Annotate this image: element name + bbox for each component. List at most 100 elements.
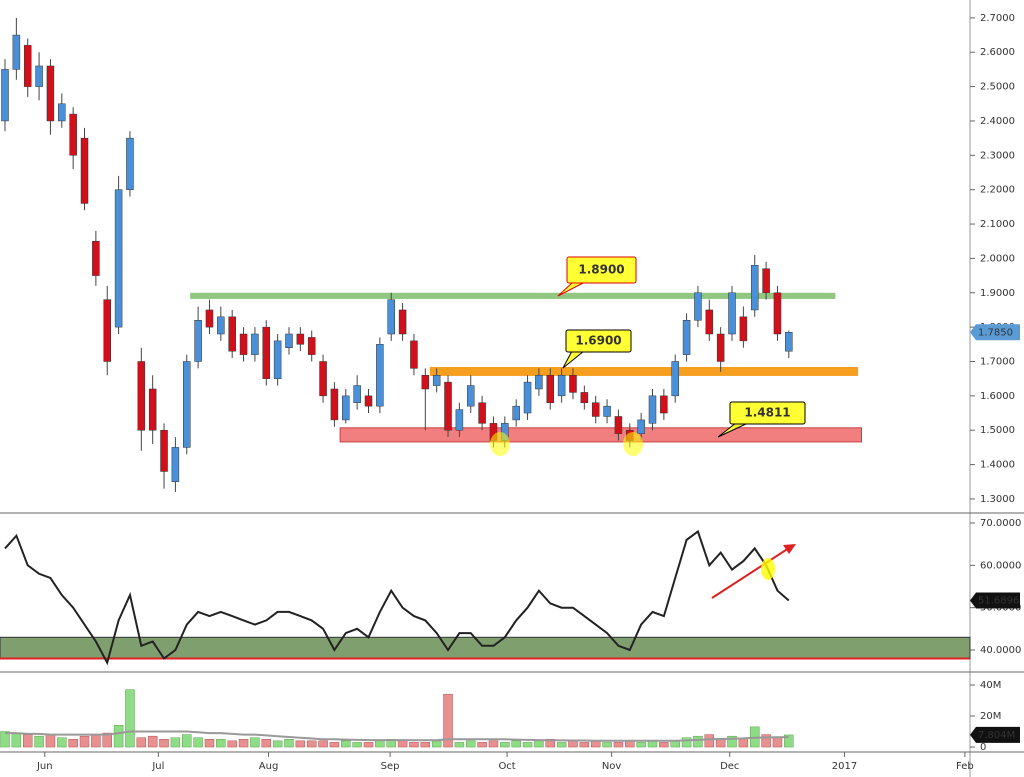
candle-body bbox=[421, 374, 430, 390]
volume-bar bbox=[238, 739, 249, 748]
callout-label: 1.4811 bbox=[744, 406, 790, 420]
volume-bar bbox=[715, 739, 726, 748]
x-tick-label: Nov bbox=[602, 761, 622, 772]
volume-bar bbox=[341, 740, 351, 748]
candle-body bbox=[614, 416, 623, 434]
volume-bar bbox=[147, 735, 158, 748]
volume-bar bbox=[250, 737, 260, 748]
volume-bar bbox=[727, 735, 737, 748]
candle-body bbox=[285, 333, 293, 348]
volume-bar bbox=[170, 737, 181, 748]
volume-bar bbox=[681, 737, 692, 748]
candle-body bbox=[694, 292, 702, 321]
volume-bar bbox=[693, 735, 703, 748]
volume-bar bbox=[45, 734, 56, 748]
y-tick-label: 2.6000 bbox=[980, 47, 1015, 58]
y-tick-label: 1.4000 bbox=[980, 460, 1015, 471]
volume-bar bbox=[295, 740, 306, 748]
volume-bar bbox=[556, 742, 567, 748]
volume-bar bbox=[590, 740, 601, 748]
x-tick-label: Dec bbox=[720, 761, 739, 772]
zone bbox=[429, 366, 859, 376]
y-tick-label: 1.5000 bbox=[980, 425, 1015, 436]
x-tick-label: Feb bbox=[956, 761, 974, 772]
candle-body bbox=[716, 333, 725, 362]
candle-body bbox=[728, 292, 736, 335]
volume-bar bbox=[704, 734, 715, 748]
candle-body bbox=[137, 361, 146, 431]
x-tick-label: 2017 bbox=[832, 761, 857, 772]
candle-body bbox=[682, 320, 691, 355]
candle-body bbox=[353, 385, 361, 403]
y-tick-label: 2.4000 bbox=[980, 116, 1015, 127]
candle-body bbox=[205, 309, 214, 328]
volume-bar bbox=[272, 740, 283, 748]
volume-bar bbox=[522, 742, 533, 748]
y-tick-label: 70.0000 bbox=[980, 518, 1021, 529]
volume-bar bbox=[568, 740, 578, 748]
candle-body bbox=[80, 137, 89, 204]
volume-bar bbox=[761, 734, 771, 748]
volume-bar bbox=[306, 740, 317, 748]
callout-label: 1.8900 bbox=[578, 263, 624, 277]
candle-body bbox=[387, 299, 395, 335]
callout-box bbox=[729, 401, 806, 425]
candle-body bbox=[23, 45, 32, 87]
volume-bar bbox=[534, 740, 544, 748]
volume-bar bbox=[579, 742, 590, 748]
y-tick-label: 2.5000 bbox=[980, 82, 1015, 93]
y-tick-label: 60.0000 bbox=[980, 560, 1021, 571]
candle-body bbox=[69, 113, 77, 156]
highlight-circle bbox=[761, 558, 775, 580]
y-tick-label: 40.0000 bbox=[980, 645, 1021, 656]
volume-bar bbox=[102, 732, 112, 748]
candle-body bbox=[148, 388, 157, 431]
candle-body bbox=[194, 320, 202, 362]
zone bbox=[190, 292, 836, 299]
candle-body bbox=[410, 340, 418, 369]
candle-body bbox=[398, 309, 407, 335]
volume-bar bbox=[113, 725, 124, 748]
candle-body bbox=[1, 69, 9, 122]
candle-body bbox=[228, 316, 236, 352]
current-value-label: 7.804M bbox=[978, 730, 1015, 741]
volume-bar bbox=[420, 742, 431, 748]
candle-body bbox=[671, 361, 679, 397]
price-flag bbox=[970, 324, 1020, 341]
volume-bar bbox=[500, 742, 510, 748]
candle-body bbox=[12, 34, 21, 70]
candle-body bbox=[648, 395, 657, 424]
volume-bar bbox=[34, 735, 44, 748]
candle-body bbox=[364, 395, 373, 407]
volume-bar bbox=[318, 740, 328, 748]
candle-body bbox=[46, 65, 55, 122]
candle-body bbox=[546, 374, 555, 403]
volume-bar bbox=[397, 740, 408, 748]
y-tick-label: 2.1000 bbox=[980, 219, 1015, 230]
volume-bar bbox=[784, 734, 794, 748]
candle-body bbox=[580, 392, 589, 403]
volume-bar bbox=[488, 740, 499, 748]
x-tick-label: Aug bbox=[259, 761, 279, 772]
volume-bar bbox=[136, 737, 147, 748]
x-tick-label: Oct bbox=[498, 761, 515, 772]
volume-bar bbox=[216, 739, 226, 748]
volume-bar bbox=[227, 740, 237, 748]
callout-box bbox=[566, 256, 637, 284]
candle-body bbox=[455, 409, 464, 431]
x-tick-label: Jul bbox=[151, 761, 164, 772]
candle-body bbox=[273, 340, 282, 379]
candle-body bbox=[35, 65, 43, 87]
candle-body bbox=[750, 265, 759, 311]
y-tick-label: 1.7000 bbox=[980, 356, 1015, 367]
volume-bar bbox=[602, 742, 612, 748]
candle-body bbox=[637, 419, 645, 434]
volume-bar bbox=[159, 739, 169, 748]
volume-bar bbox=[636, 742, 646, 748]
callout-box bbox=[565, 329, 632, 353]
volume-bar bbox=[0, 731, 10, 748]
volume-bar bbox=[454, 742, 465, 748]
candle-body bbox=[762, 268, 770, 294]
